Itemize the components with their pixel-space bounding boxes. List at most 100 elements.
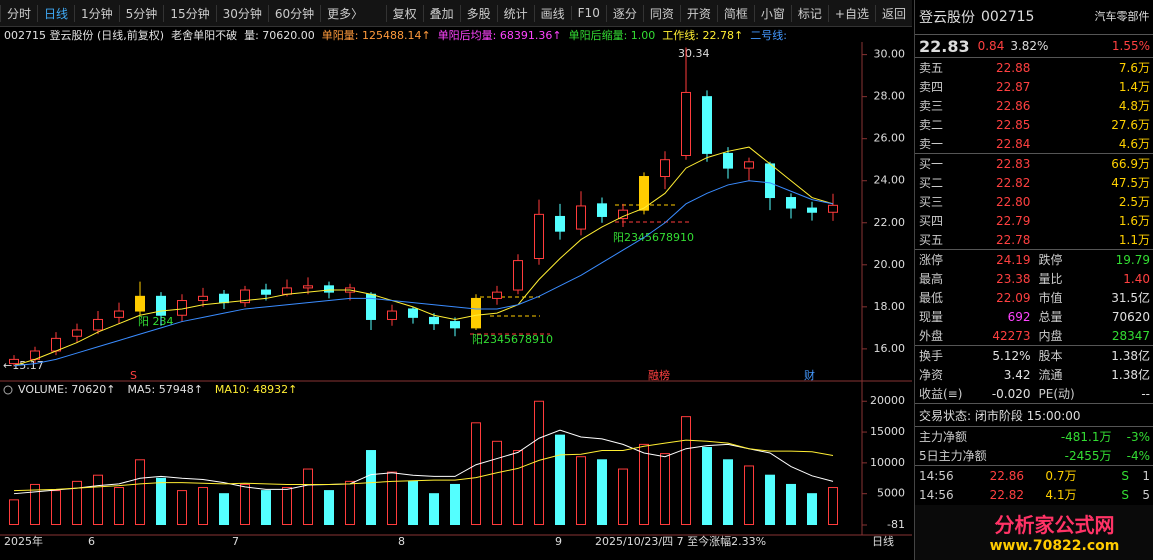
candle-body: [450, 321, 460, 329]
level: 卖五: [919, 61, 944, 75]
volume-bar: [345, 480, 355, 526]
stat-row: 现量 692 总量 70620: [915, 307, 1153, 326]
tool-button[interactable]: 返回: [874, 4, 912, 22]
candle-body: [9, 358, 19, 365]
annotation: 阳2345678910: [613, 231, 694, 244]
tool-button[interactable]: 简框: [716, 4, 754, 22]
period-tab[interactable]: 分时: [0, 4, 37, 22]
status-row: 交易状态: 闭市阶段 15:00:00: [915, 403, 1153, 426]
candle-body: [492, 291, 502, 299]
tool-button[interactable]: +自选: [827, 4, 875, 22]
tool-button[interactable]: 叠加: [422, 4, 460, 22]
candle-body: [576, 205, 586, 230]
period-tab[interactable]: 日线: [37, 4, 74, 22]
size: 4.6万: [1118, 137, 1150, 151]
order-row: 卖二 22.85 27.6万: [915, 115, 1153, 134]
period-tab[interactable]: 更多〉: [320, 4, 369, 22]
order-row: 买四 22.79 1.6万: [915, 211, 1153, 230]
y-tick-label: 5000: [877, 487, 905, 500]
size: 1.1万: [1118, 233, 1150, 247]
candle-body: [198, 295, 208, 302]
info-item: 量: 70620.00: [244, 29, 315, 42]
tool-button[interactable]: 开资: [679, 4, 717, 22]
period-tab[interactable]: 5分钟: [118, 4, 164, 22]
volume-bar: [471, 422, 481, 526]
candle-body: [702, 96, 712, 154]
y-tick-label: 24.00: [874, 174, 906, 187]
candle-body: [387, 310, 397, 320]
tool-button[interactable]: 标记: [790, 4, 828, 22]
level: 买二: [919, 176, 944, 190]
trade-count: 5: [1142, 487, 1150, 502]
event-marker: 财: [804, 368, 815, 382]
tool-button[interactable]: 画线: [533, 4, 571, 22]
sector: 汽车零部件: [1094, 10, 1150, 23]
tool-button[interactable]: F10: [570, 6, 606, 20]
stat-value: 5.12%: [992, 348, 1031, 363]
x-label: 6: [88, 535, 95, 548]
volume-bar: [261, 490, 271, 526]
stat-label: 内盘: [1038, 329, 1063, 343]
stat-value: 22.09: [996, 290, 1031, 305]
volume-bar: [744, 465, 754, 526]
stat-row: 涨停 24.19 跌停 19.79: [915, 249, 1153, 269]
tool-button[interactable]: 复权: [385, 4, 423, 22]
ma-line: [13, 180, 834, 367]
y-tick-label: 26.00: [874, 132, 906, 145]
candle-body: [723, 152, 733, 169]
tool-button[interactable]: 统计: [496, 4, 534, 22]
tool-button[interactable]: 小窗: [753, 4, 791, 22]
size: 2.5万: [1118, 195, 1150, 209]
volume-legend: MA5: 57948↑: [127, 383, 202, 396]
level: 卖三: [919, 99, 944, 113]
stat-value: 31.5亿: [1111, 291, 1150, 305]
trade-price: 22.82: [989, 487, 1024, 502]
stat-label: 跌停: [1038, 253, 1063, 267]
level: 买五: [919, 233, 944, 247]
logo-url: www.70822.com: [989, 538, 1120, 554]
volume-bar: [576, 456, 586, 526]
trade-price: 22.86: [989, 468, 1024, 483]
size: 47.5万: [1111, 176, 1150, 190]
volume-bar: [177, 490, 187, 526]
candle-body: [765, 163, 775, 199]
order-row: 卖一 22.84 4.6万: [915, 134, 1153, 153]
stat-label: 换手: [919, 349, 944, 363]
y-tick-label: 20000: [870, 394, 905, 407]
volume-legend: VOLUME: 70620↑: [18, 383, 115, 396]
volume-bar: [702, 446, 712, 526]
trade-side: S: [1121, 468, 1129, 483]
period-tab[interactable]: 30分钟: [215, 4, 268, 22]
trade-time: 14:56: [919, 487, 954, 502]
y-tick-label: 16.00: [874, 342, 906, 355]
price: 22.83: [996, 156, 1031, 171]
volume-bar: [156, 477, 166, 526]
trade-size: 4.1万: [1045, 488, 1077, 502]
price: 22.79: [996, 213, 1031, 228]
volume-bar: [681, 416, 691, 526]
tool-button[interactable]: 同资: [642, 4, 680, 22]
volume-legend: MA10: 48932↑: [215, 383, 297, 396]
volume-bar: [828, 487, 838, 526]
candle-body: [240, 289, 250, 304]
event-marker: 融榜: [648, 368, 670, 382]
candle-body: [534, 213, 544, 259]
tool-button[interactable]: 逐分: [605, 4, 643, 22]
tool-button[interactable]: 多股: [459, 4, 497, 22]
stock-name: 登云股份: [919, 10, 975, 26]
level: 买一: [919, 157, 944, 171]
volume-bar: [492, 440, 502, 526]
trade-size: 0.7万: [1045, 469, 1077, 483]
info-item: 二号线:: [750, 29, 787, 42]
candle-body: [261, 289, 271, 295]
period-tab[interactable]: 15分钟: [163, 4, 215, 22]
y-tick-label: -81: [887, 518, 905, 531]
level: 买四: [919, 214, 944, 228]
candle-body: [744, 161, 754, 169]
period-tab[interactable]: 1分钟: [74, 4, 119, 22]
ma-line: [13, 439, 834, 492]
price: 22.78: [996, 232, 1031, 247]
volume-bar: [303, 468, 313, 526]
period-tab[interactable]: 60分钟: [267, 4, 320, 22]
stat-row: 收益(≡) -0.020 PE(动) --: [915, 384, 1153, 403]
